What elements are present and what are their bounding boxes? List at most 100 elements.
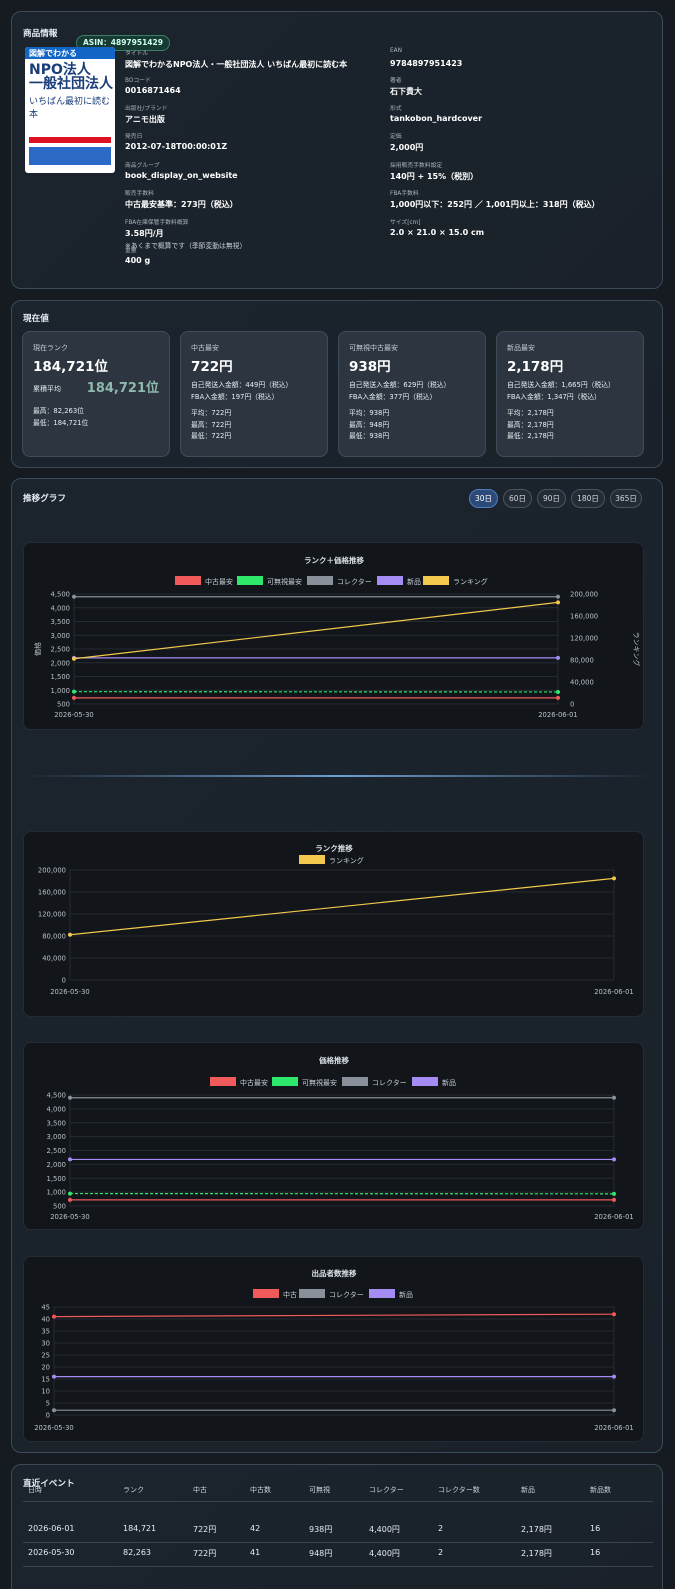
y-tick-label: 0 xyxy=(46,1412,50,1420)
events-title: 直近イベント xyxy=(23,1479,75,1489)
y-tick-label: 4,500 xyxy=(51,591,70,599)
y-tick-label: 500 xyxy=(57,701,70,709)
column-header: ランク xyxy=(123,1486,144,1494)
chart-rank-price: ランク＋価格推移 中古最安 可無視最安 コレクター 新品 ランキング 4,500 4,000 3… xyxy=(23,542,644,730)
chart-price: 価格推移 中古最安 可無視最安 コレクター 新品 4,500 4,000 3,500 3,000… xyxy=(23,1042,644,1230)
chart-rank: ランク推移 ランキング 200,000 160,000 120,000 80,000 40,… xyxy=(23,831,644,1017)
divider-glow xyxy=(23,775,653,777)
tab-30日[interactable]: 30日 xyxy=(469,489,498,508)
column-header: 中古 xyxy=(193,1486,207,1494)
y-tick-label: 120,000 xyxy=(38,911,66,919)
y2-tick-label: 0 xyxy=(570,701,574,709)
y-tick-label: 10 xyxy=(41,1388,50,1396)
table-cell: 948円 xyxy=(309,1549,333,1558)
series-line xyxy=(53,1313,615,1318)
y-tick-label: 4,000 xyxy=(47,1105,66,1113)
box-label: 中古最安 xyxy=(191,344,219,352)
data-point xyxy=(68,1095,72,1100)
tab-365日[interactable]: 365日 xyxy=(610,489,642,508)
field-value: 2012-07-18T00:00:01Z xyxy=(125,142,228,151)
column-header: 新品 xyxy=(521,1486,535,1494)
legend-swatch xyxy=(342,1077,368,1086)
box-line: 最高：948円 xyxy=(349,420,390,429)
table-cell: 16 xyxy=(590,1548,601,1557)
x-tick-label: 2026-05-30 xyxy=(50,988,90,996)
field-label: サイズ[cm] xyxy=(390,220,421,226)
box-line: 自己発送入金額：629円（税込） xyxy=(349,381,451,389)
y2-tick-label: 40,000 xyxy=(570,679,594,687)
data-point xyxy=(52,1374,56,1379)
legend-label: ランキング xyxy=(453,577,488,586)
y-tick-label: 45 xyxy=(41,1304,50,1312)
data-point xyxy=(68,1197,72,1202)
chart-title: ランク＋価格推移 xyxy=(304,555,364,565)
box-main-value: 938円 xyxy=(349,359,391,375)
table-cell: 2 xyxy=(438,1548,444,1557)
legend-swatch xyxy=(307,576,333,585)
column-header: コレクター xyxy=(369,1486,404,1494)
legend-swatch xyxy=(299,855,325,864)
data-point xyxy=(68,1157,72,1162)
data-point xyxy=(612,1157,616,1162)
legend-label: コレクター xyxy=(337,577,372,586)
box-main-value: 184,721位 xyxy=(33,359,108,375)
data-point xyxy=(72,594,76,599)
field-label: 採用販売手数料設定 xyxy=(390,163,443,169)
events-card: 直近イベント 日時 ランク 中古 中古数 可無視 コレクター コレクター数 新品 新品数 2026… xyxy=(11,1464,663,1589)
table-cell: 722円 xyxy=(193,1549,217,1558)
box-main-value: 722円 xyxy=(191,359,233,375)
tab-60日[interactable]: 60日 xyxy=(503,489,532,508)
graphs-card: 推移グラフ 30日 60日 90日 180日 365日 ランク＋価格推移 中古最安 可無視最… xyxy=(11,478,663,1453)
data-point xyxy=(72,695,76,700)
legend-swatch xyxy=(210,1077,236,1086)
box-line: FBA入金額：377円（税込） xyxy=(349,392,437,401)
box-line: 最高：2,178円 xyxy=(507,420,554,429)
table-cell: 2,178円 xyxy=(521,1525,552,1534)
data-point xyxy=(612,1312,616,1317)
box-line: 平均：938円 xyxy=(349,409,390,417)
legend-swatch xyxy=(175,576,201,585)
box-line: 平均：2,178円 xyxy=(507,409,554,417)
field-label: EAN xyxy=(390,48,402,54)
field-label: 著者 xyxy=(390,78,402,84)
data-point xyxy=(52,1408,56,1413)
y-tick-label: 1,500 xyxy=(47,1175,66,1183)
y-tick-label: 1,000 xyxy=(47,1189,66,1197)
field-value: 2.0 × 21.0 × 15.0 cm xyxy=(390,228,485,237)
chart-sellers: 出品者数推移 中古 コレクター 新品 45 40 35 30 25 20 15 10 5 0 2026-05… xyxy=(23,1256,644,1442)
legend-label: ランキング xyxy=(329,856,364,865)
avg-value: 184,721位 xyxy=(86,381,159,396)
tab-180日[interactable]: 180日 xyxy=(571,489,605,508)
y2-tick-label: 120,000 xyxy=(570,635,598,643)
current-values-card: 現在値 現在ランク 184,721位 累積平均 184,721位 最高：82,263位最… xyxy=(11,300,663,468)
box-main-value: 2,178円 xyxy=(507,359,564,375)
field-value: 140円 + 15%（税別） xyxy=(390,172,479,181)
avg-label: 累積平均 xyxy=(33,385,61,393)
field-label: 販売手数料 xyxy=(125,191,154,197)
product-info-card: 商品情報 ASIN：4897951429 図解でわかる NPO法人 一般社団法人 … xyxy=(11,11,663,289)
table-cell: 2026-06-01 xyxy=(28,1524,75,1533)
field-value: 中古最安基準：273円（税込） xyxy=(125,200,238,209)
data-point xyxy=(612,1095,616,1100)
box-line: 最低：184,721位 xyxy=(33,418,89,427)
tab-90日[interactable]: 90日 xyxy=(537,489,566,508)
y2-tick-label: 200,000 xyxy=(570,591,598,599)
y-tick-label: 200,000 xyxy=(38,867,66,875)
field-value: 1,000円以下：252円 ／ 1,001円以上：318円（税込） xyxy=(390,200,600,209)
table-cell: 2,178円 xyxy=(521,1549,552,1558)
series-line xyxy=(69,877,615,936)
legend-swatch xyxy=(237,576,263,585)
data-point xyxy=(612,1191,616,1196)
data-point xyxy=(68,932,72,937)
legend-label: 新品 xyxy=(399,1290,413,1299)
table-cell: 4,400円 xyxy=(369,1549,400,1558)
data-point xyxy=(68,1191,72,1196)
box-line: FBA入金額：1,347円（税込） xyxy=(507,392,601,401)
series-line xyxy=(73,601,559,660)
table-cell: 41 xyxy=(250,1548,261,1557)
data-point xyxy=(556,695,560,700)
field-label: FBA在庫保管手数料概算 xyxy=(125,220,189,226)
field-label: 出版社/ブランド xyxy=(125,106,168,112)
column-header: 新品数 xyxy=(590,1486,611,1494)
header-divider xyxy=(23,1501,653,1502)
